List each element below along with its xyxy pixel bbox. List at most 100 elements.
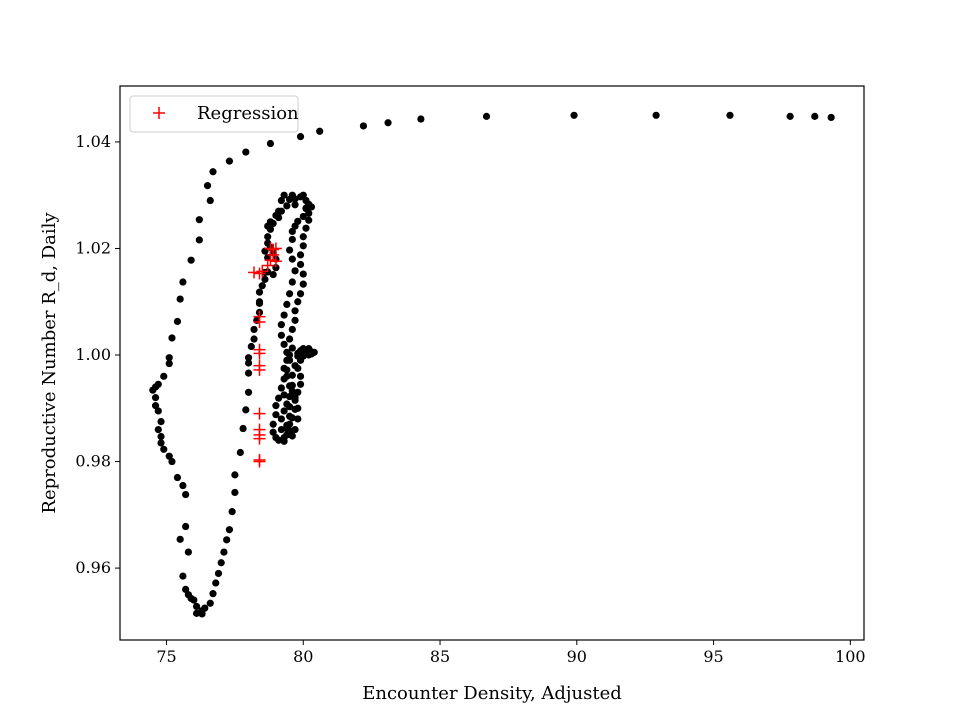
x-tick-label: 75 (156, 647, 176, 666)
data-point (157, 432, 165, 441)
data-point (285, 392, 294, 401)
data-point (294, 388, 302, 396)
data-point (244, 359, 253, 367)
data-point (283, 300, 291, 309)
data-point (280, 364, 288, 372)
data-point (223, 536, 231, 544)
data-point (244, 369, 253, 377)
data-point (266, 218, 275, 226)
data-point (242, 148, 250, 156)
data-point (184, 591, 192, 599)
data-point (209, 590, 217, 598)
data-point (198, 610, 206, 618)
regression-point (253, 407, 266, 420)
data-point (316, 127, 324, 135)
data-point (291, 394, 299, 402)
x-tick-label: 90 (567, 647, 587, 666)
data-point (266, 225, 275, 233)
data-point (179, 278, 187, 286)
data-point (291, 195, 299, 203)
legend-box (129, 95, 299, 133)
y-tick-label: 1.04 (75, 132, 111, 151)
data-point (179, 572, 187, 580)
data-point (212, 579, 220, 587)
x-tick-label: 80 (293, 647, 313, 666)
regression-point (264, 242, 277, 255)
data-point (176, 295, 184, 303)
data-point (176, 535, 184, 543)
data-point (288, 371, 296, 379)
data-point (299, 191, 307, 199)
data-point (786, 112, 794, 120)
data-point (288, 255, 296, 263)
data-point (255, 288, 264, 296)
data-point (277, 321, 285, 329)
regression-point (261, 259, 274, 272)
data-point (280, 407, 288, 415)
data-point (264, 253, 272, 262)
data-point (187, 256, 195, 264)
x-tick-label: 100 (835, 647, 866, 666)
data-point (299, 270, 307, 278)
data-point (201, 604, 209, 612)
data-point (294, 415, 302, 423)
data-point (184, 548, 192, 556)
data-point (288, 325, 296, 334)
data-point (157, 439, 165, 447)
data-point (294, 298, 302, 306)
regression-point (253, 347, 266, 360)
data-point (280, 433, 288, 442)
data-point (384, 119, 392, 127)
y-axis-label: Reproductive Number R_d, Daily (39, 212, 60, 514)
data-point (285, 246, 294, 254)
data-point (288, 278, 296, 286)
data-point (296, 372, 305, 380)
plot-frame (119, 85, 865, 641)
data-point (182, 522, 190, 531)
data-point (288, 235, 296, 244)
data-point (291, 222, 299, 230)
data-point (296, 380, 305, 388)
regression-point (253, 267, 266, 280)
data-point (827, 113, 835, 122)
regression-point (264, 254, 277, 267)
data-point (285, 335, 294, 343)
data-point (255, 298, 264, 306)
data-point (190, 596, 198, 604)
data-point (206, 196, 214, 205)
data-point (261, 275, 269, 283)
data-point (288, 387, 296, 395)
data-point (652, 111, 660, 119)
data-point (168, 334, 176, 342)
data-point (294, 364, 302, 372)
data-point (269, 270, 277, 279)
data-point (157, 417, 165, 426)
data-point (272, 411, 280, 419)
regression-point (253, 315, 266, 328)
data-point (277, 425, 285, 434)
data-point (264, 239, 272, 247)
data-point (182, 490, 190, 499)
data-point (220, 548, 228, 556)
data-point (305, 345, 313, 353)
data-point (179, 481, 187, 490)
regression-point (256, 265, 269, 278)
data-point (296, 290, 305, 298)
plot-area (149, 111, 835, 618)
data-point (275, 436, 283, 444)
legend-label-regression: Regression (197, 103, 299, 124)
data-point (228, 508, 236, 516)
data-point (288, 227, 296, 236)
regression-point (253, 455, 266, 468)
data-point (247, 342, 255, 351)
x-tick-label: 85 (430, 647, 450, 666)
data-point (280, 191, 288, 199)
data-point (291, 267, 299, 275)
data-point (280, 340, 288, 348)
data-point (285, 351, 294, 359)
data-point (288, 414, 296, 422)
data-point (285, 382, 294, 390)
regression-point (269, 255, 282, 268)
data-point (239, 424, 247, 433)
